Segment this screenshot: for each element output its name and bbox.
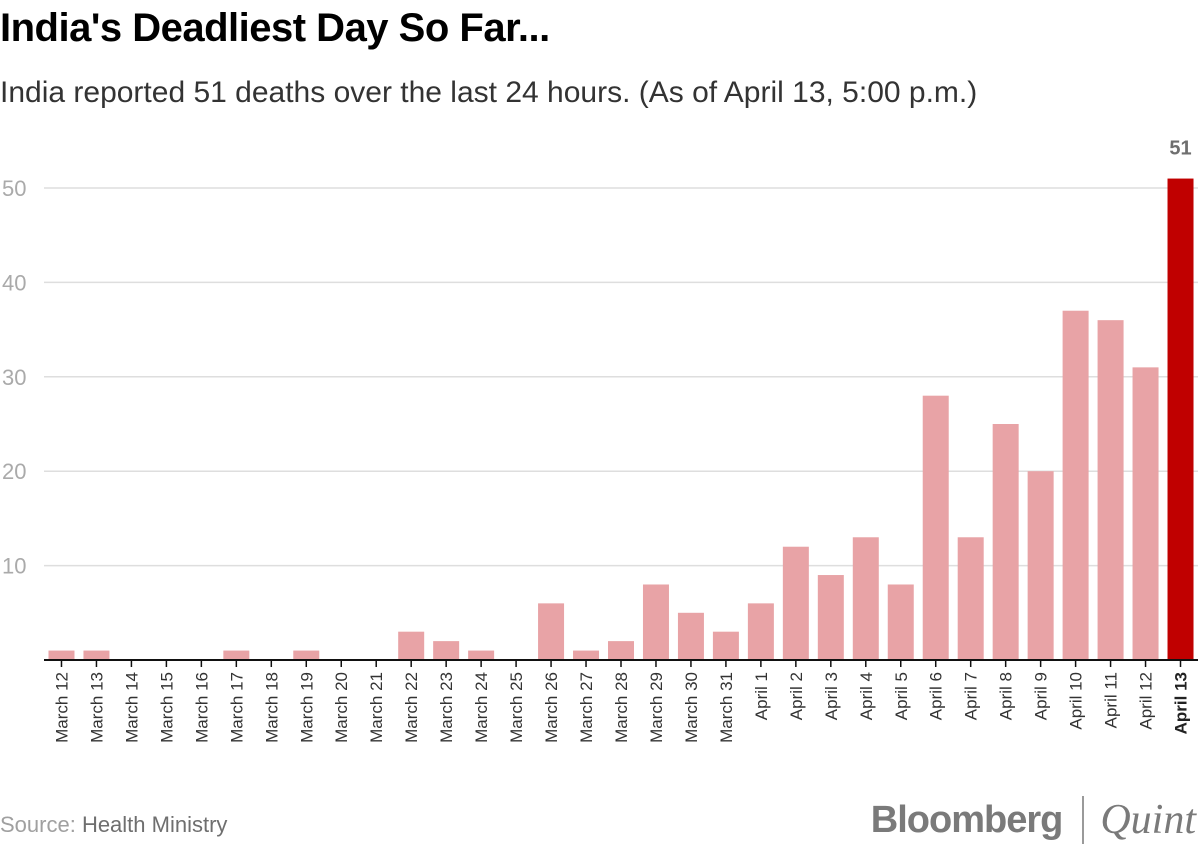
- x-tick-label: March 24: [472, 672, 491, 743]
- x-tick-label: March 12: [52, 672, 71, 743]
- x-tick-label: March 14: [122, 672, 141, 743]
- y-tick-label: 50: [2, 176, 26, 201]
- bar: [433, 641, 460, 660]
- x-tick-label: March 19: [297, 672, 316, 743]
- bar: [1132, 367, 1159, 660]
- chart-subtitle: India reported 51 deaths over the last 2…: [0, 76, 978, 109]
- x-tick-label: March 21: [367, 672, 386, 743]
- x-tick-label: March 31: [717, 672, 736, 743]
- source-label: Source:: [0, 812, 82, 837]
- bar: [1027, 471, 1054, 660]
- bar: [538, 603, 565, 660]
- quint-wordmark: Quint: [1100, 797, 1196, 843]
- bar: [1062, 310, 1089, 660]
- y-tick-label: 40: [2, 270, 26, 295]
- x-tick-label: March 13: [87, 672, 106, 743]
- x-tick-label: April 1: [752, 672, 771, 720]
- y-tick-label: 30: [2, 365, 26, 390]
- bar: [398, 631, 425, 660]
- bar: [712, 631, 739, 660]
- bar: [747, 603, 774, 660]
- x-tick-label: April 6: [927, 672, 946, 720]
- bar: [677, 612, 704, 660]
- bar: [992, 424, 1019, 660]
- source-note: Source: Health Ministry: [0, 812, 227, 838]
- bar: [887, 584, 914, 660]
- y-tick-label: 10: [2, 554, 26, 579]
- bar: [957, 537, 984, 660]
- bar: [48, 650, 75, 660]
- brand-logo: Bloomberg Quint: [871, 796, 1196, 844]
- x-tick-label: April 8: [997, 672, 1016, 720]
- bar: [782, 546, 809, 660]
- bar: [1167, 178, 1194, 660]
- bar: [642, 584, 669, 660]
- x-tick-label: April 4: [857, 672, 876, 720]
- source-value: Health Ministry: [81, 812, 228, 837]
- x-tick-label: April 11: [1102, 672, 1121, 728]
- x-tick-label: April 9: [1032, 672, 1051, 720]
- bar: [817, 575, 844, 660]
- x-tick-label: April 3: [822, 672, 841, 720]
- x-tick-label: March 20: [332, 672, 351, 743]
- x-tick-label: March 15: [157, 672, 176, 743]
- x-tick-label: March 18: [262, 672, 281, 743]
- x-tick-label: March 17: [227, 672, 246, 743]
- bar: [83, 650, 110, 660]
- bar: [223, 650, 250, 660]
- bar: [608, 641, 634, 660]
- x-tick-label: April 12: [1137, 672, 1156, 730]
- bar: [293, 650, 320, 660]
- x-tick-label: March 25: [507, 672, 526, 743]
- x-tick-label: April 2: [787, 672, 806, 720]
- x-tick-label: March 22: [402, 672, 421, 743]
- bar: [922, 395, 949, 660]
- y-tick-label: 20: [2, 459, 26, 484]
- x-tick-label: March 27: [577, 672, 596, 743]
- x-tick-label: April 13: [1172, 672, 1191, 734]
- logo-divider: [1082, 796, 1085, 844]
- bar: [1097, 320, 1124, 660]
- chart-title: India's Deadliest Day So Far...: [0, 6, 550, 50]
- bar: [852, 537, 879, 660]
- x-tick-label: March 28: [612, 672, 631, 743]
- x-tick-label: March 23: [437, 672, 456, 743]
- bar: [468, 650, 495, 660]
- x-tick-label: March 16: [192, 672, 211, 743]
- bar: [573, 650, 600, 660]
- x-tick-label: April 10: [1067, 672, 1086, 730]
- x-tick-label: April 7: [962, 672, 981, 720]
- bloomberg-wordmark: Bloomberg: [870, 798, 1064, 841]
- data-label: 51: [1169, 138, 1191, 160]
- x-tick-label: March 30: [682, 672, 701, 743]
- x-tick-label: April 5: [892, 672, 911, 720]
- x-tick-label: March 29: [647, 672, 666, 743]
- x-tick-label: March 26: [542, 672, 561, 743]
